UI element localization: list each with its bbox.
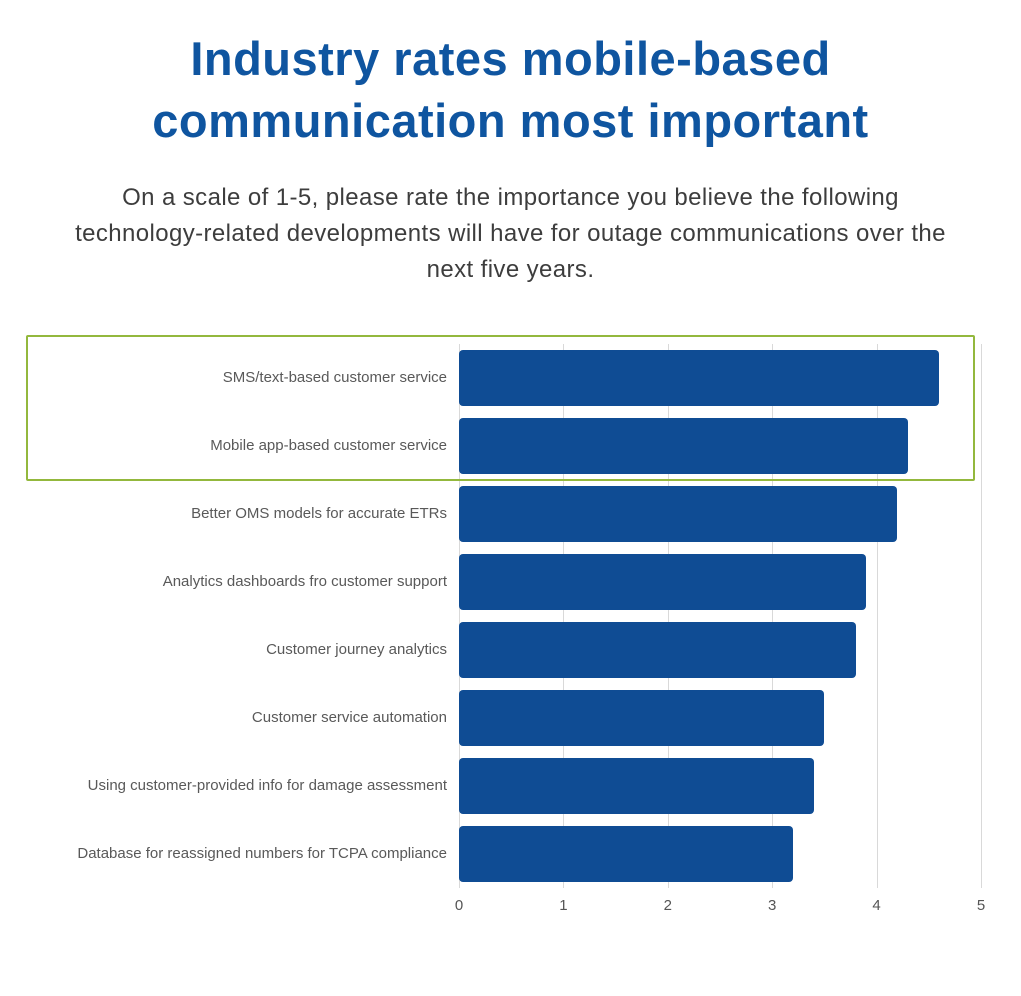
bar-track <box>459 486 981 543</box>
bar <box>459 554 867 611</box>
bar-label: Customer journey analytics <box>266 641 447 659</box>
x-tick-label: 5 <box>976 897 986 915</box>
infographic-page: Industry rates mobile-based communicatio… <box>20 28 1001 922</box>
bar-label: Database for reassigned numbers for TCPA… <box>77 845 447 863</box>
bar-row: Mobile app-based customer service <box>20 412 981 480</box>
bar-label: Customer service automation <box>251 709 447 727</box>
gridline <box>563 344 565 889</box>
bar-label: Mobile app-based customer service <box>210 437 447 455</box>
bar-row: Customer service automation <box>20 684 981 752</box>
gridline <box>667 344 669 889</box>
page-subtitle: On a scale of 1-5, please rate the impor… <box>75 184 946 284</box>
bar-row: SMS/text-based customer service <box>20 344 981 412</box>
page-title: Industry rates mobile-based communicatio… <box>20 28 1001 152</box>
bar-track <box>459 758 981 815</box>
bar-track <box>459 826 981 883</box>
bar-row: Customer journey analytics <box>20 616 981 684</box>
gridline <box>772 344 774 889</box>
x-tick-label: 1 <box>559 897 568 915</box>
bar <box>459 758 814 815</box>
x-tick-label: 2 <box>663 897 672 915</box>
bar-label: Analytics dashboards fro customer suppor… <box>162 573 447 591</box>
bar-track <box>459 690 981 747</box>
gridline <box>459 344 460 889</box>
bar <box>459 486 898 543</box>
bar-row: Using customer-provided info for damage … <box>20 752 981 820</box>
bar-label: Using customer-provided info for damage … <box>87 777 447 795</box>
gridline <box>876 344 878 889</box>
bar-track <box>459 554 981 611</box>
bar-track <box>459 418 981 475</box>
x-tick-label: 4 <box>872 897 881 915</box>
x-tick-label: 0 <box>454 897 464 915</box>
bar-chart: SMS/text-based customer service Mobile a… <box>20 335 1001 922</box>
bar <box>459 350 940 407</box>
bar-row: Analytics dashboards fro customer suppor… <box>20 548 981 616</box>
bar-row: Database for reassigned numbers for TCPA… <box>20 820 981 888</box>
bar <box>459 690 825 747</box>
bar-rows: SMS/text-based customer service Mobile a… <box>20 344 981 888</box>
bar-label: Better OMS models for accurate ETRs <box>191 505 447 523</box>
bar-track <box>459 622 981 679</box>
x-axis: 0 1 2 3 4 5 <box>455 888 985 922</box>
bar-label: SMS/text-based customer service <box>222 369 447 387</box>
bar <box>459 622 856 679</box>
bar <box>459 826 794 883</box>
page-title-line1: Industry rates mobile-based <box>190 32 831 85</box>
bar-track <box>459 350 981 407</box>
chart-gridlines <box>459 344 982 889</box>
x-tick-label: 3 <box>768 897 777 915</box>
page-title-line2: communication most important <box>152 94 869 148</box>
bar <box>459 418 908 475</box>
gridline <box>981 344 982 889</box>
bar-row: Better OMS models for accurate ETRs <box>20 480 981 548</box>
